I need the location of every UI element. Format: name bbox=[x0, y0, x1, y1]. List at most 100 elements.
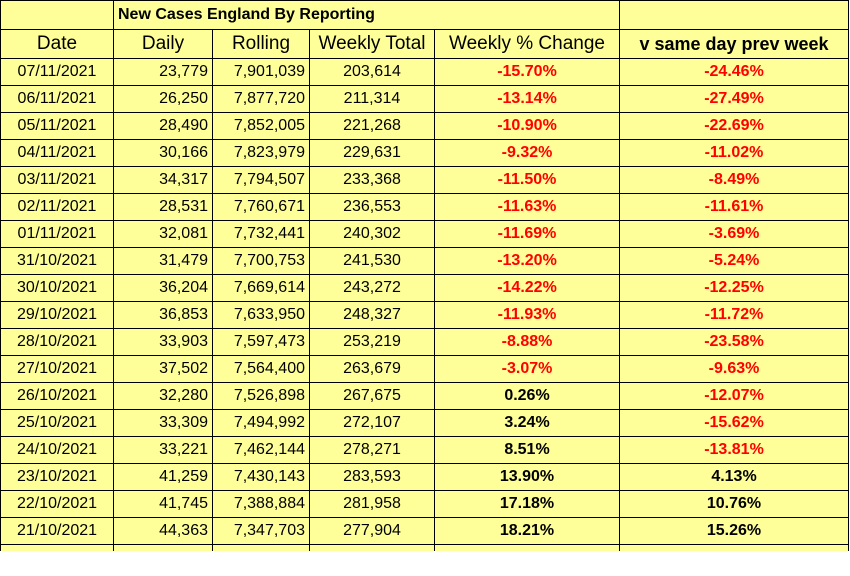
weekly-pct-change-cell[interactable]: -11.69% bbox=[434, 220, 620, 248]
date-cell[interactable]: 29/10/2021 bbox=[0, 301, 114, 329]
weekly-pct-change-cell[interactable]: 18.21% bbox=[434, 517, 620, 545]
weekly-total-cell[interactable]: 241,530 bbox=[309, 247, 435, 275]
weekly-total-cell[interactable]: 221,268 bbox=[309, 112, 435, 140]
rolling-cell[interactable]: 7,597,473 bbox=[212, 328, 310, 356]
daily-cell[interactable]: 31,479 bbox=[113, 247, 213, 275]
date-cell[interactable]: 07/11/2021 bbox=[0, 58, 114, 86]
vs-prev-week-cell[interactable]: -15.62% bbox=[619, 409, 849, 437]
daily-cell[interactable]: 41,745 bbox=[113, 490, 213, 518]
sheet-title[interactable]: New Cases England By Reporting bbox=[113, 0, 620, 30]
rolling-cell[interactable]: 7,877,720 bbox=[212, 85, 310, 113]
vs-prev-week-cell[interactable]: -11.61% bbox=[619, 193, 849, 221]
rolling-cell[interactable]: 7,669,614 bbox=[212, 274, 310, 302]
vs-prev-week-cell[interactable]: -11.02% bbox=[619, 139, 849, 167]
date-cell[interactable]: 04/11/2021 bbox=[0, 139, 114, 167]
date-cell[interactable]: 30/10/2021 bbox=[0, 274, 114, 302]
vs-prev-week-cell[interactable]: 4.13% bbox=[619, 463, 849, 491]
date-cell[interactable]: 24/10/2021 bbox=[0, 436, 114, 464]
date-cell[interactable]: 26/10/2021 bbox=[0, 382, 114, 410]
header-daily[interactable]: Daily bbox=[113, 29, 213, 59]
date-cell[interactable]: 21/10/2021 bbox=[0, 517, 114, 545]
weekly-total-cell[interactable]: 211,314 bbox=[309, 85, 435, 113]
vs-prev-week-cell[interactable]: -9.63% bbox=[619, 355, 849, 383]
daily-cell[interactable]: 33,309 bbox=[113, 409, 213, 437]
date-cell[interactable]: 02/11/2021 bbox=[0, 193, 114, 221]
rolling-cell[interactable]: 7,388,884 bbox=[212, 490, 310, 518]
rolling-cell[interactable]: 7,901,039 bbox=[212, 58, 310, 86]
empty-cell[interactable] bbox=[619, 544, 849, 551]
daily-cell[interactable]: 28,531 bbox=[113, 193, 213, 221]
weekly-total-cell[interactable]: 283,593 bbox=[309, 463, 435, 491]
header-weekly-pct-change[interactable]: Weekly % Change bbox=[434, 29, 620, 59]
vs-prev-week-cell[interactable]: -8.49% bbox=[619, 166, 849, 194]
weekly-pct-change-cell[interactable]: 13.90% bbox=[434, 463, 620, 491]
rolling-cell[interactable]: 7,760,671 bbox=[212, 193, 310, 221]
date-cell[interactable]: 01/11/2021 bbox=[0, 220, 114, 248]
rolling-cell[interactable]: 7,700,753 bbox=[212, 247, 310, 275]
rolling-cell[interactable]: 7,823,979 bbox=[212, 139, 310, 167]
daily-cell[interactable]: 36,853 bbox=[113, 301, 213, 329]
header-vs-prev-week[interactable]: v same day prev week bbox=[619, 29, 849, 59]
empty-cell[interactable] bbox=[212, 544, 310, 551]
daily-cell[interactable]: 37,502 bbox=[113, 355, 213, 383]
date-cell[interactable]: 25/10/2021 bbox=[0, 409, 114, 437]
rolling-cell[interactable]: 7,633,950 bbox=[212, 301, 310, 329]
weekly-total-cell[interactable]: 203,614 bbox=[309, 58, 435, 86]
weekly-total-cell[interactable]: 236,553 bbox=[309, 193, 435, 221]
weekly-pct-change-cell[interactable]: 17.18% bbox=[434, 490, 620, 518]
weekly-total-cell[interactable]: 267,675 bbox=[309, 382, 435, 410]
weekly-pct-change-cell[interactable]: -14.22% bbox=[434, 274, 620, 302]
rolling-cell[interactable]: 7,794,507 bbox=[212, 166, 310, 194]
weekly-total-cell[interactable]: 263,679 bbox=[309, 355, 435, 383]
date-cell[interactable]: 03/11/2021 bbox=[0, 166, 114, 194]
weekly-pct-change-cell[interactable]: -9.32% bbox=[434, 139, 620, 167]
rolling-cell[interactable]: 7,526,898 bbox=[212, 382, 310, 410]
header-date[interactable]: Date bbox=[0, 29, 114, 59]
weekly-pct-change-cell[interactable]: -11.93% bbox=[434, 301, 620, 329]
empty-cell[interactable] bbox=[619, 0, 849, 30]
weekly-pct-change-cell[interactable]: -8.88% bbox=[434, 328, 620, 356]
daily-cell[interactable]: 33,903 bbox=[113, 328, 213, 356]
empty-cell[interactable] bbox=[434, 544, 620, 551]
header-weekly-total[interactable]: Weekly Total bbox=[309, 29, 435, 59]
vs-prev-week-cell[interactable]: -11.72% bbox=[619, 301, 849, 329]
weekly-total-cell[interactable]: 229,631 bbox=[309, 139, 435, 167]
header-rolling[interactable]: Rolling bbox=[212, 29, 310, 59]
date-cell[interactable]: 06/11/2021 bbox=[0, 85, 114, 113]
weekly-total-cell[interactable]: 278,271 bbox=[309, 436, 435, 464]
weekly-pct-change-cell[interactable]: -15.70% bbox=[434, 58, 620, 86]
rolling-cell[interactable]: 7,564,400 bbox=[212, 355, 310, 383]
daily-cell[interactable]: 28,490 bbox=[113, 112, 213, 140]
weekly-pct-change-cell[interactable]: -13.20% bbox=[434, 247, 620, 275]
date-cell[interactable]: 23/10/2021 bbox=[0, 463, 114, 491]
date-cell[interactable]: 28/10/2021 bbox=[0, 328, 114, 356]
daily-cell[interactable]: 36,204 bbox=[113, 274, 213, 302]
vs-prev-week-cell[interactable]: 10.76% bbox=[619, 490, 849, 518]
rolling-cell[interactable]: 7,732,441 bbox=[212, 220, 310, 248]
daily-cell[interactable]: 41,259 bbox=[113, 463, 213, 491]
empty-cell[interactable] bbox=[0, 0, 114, 30]
weekly-pct-change-cell[interactable]: -13.14% bbox=[434, 85, 620, 113]
vs-prev-week-cell[interactable]: -27.49% bbox=[619, 85, 849, 113]
weekly-pct-change-cell[interactable]: -11.63% bbox=[434, 193, 620, 221]
vs-prev-week-cell[interactable]: -5.24% bbox=[619, 247, 849, 275]
daily-cell[interactable]: 26,250 bbox=[113, 85, 213, 113]
weekly-total-cell[interactable]: 248,327 bbox=[309, 301, 435, 329]
weekly-pct-change-cell[interactable]: -3.07% bbox=[434, 355, 620, 383]
daily-cell[interactable]: 44,363 bbox=[113, 517, 213, 545]
daily-cell[interactable]: 32,081 bbox=[113, 220, 213, 248]
vs-prev-week-cell[interactable]: -22.69% bbox=[619, 112, 849, 140]
empty-cell[interactable] bbox=[309, 544, 435, 551]
empty-cell[interactable] bbox=[113, 544, 213, 551]
weekly-pct-change-cell[interactable]: 0.26% bbox=[434, 382, 620, 410]
vs-prev-week-cell[interactable]: 15.26% bbox=[619, 517, 849, 545]
vs-prev-week-cell[interactable]: -13.81% bbox=[619, 436, 849, 464]
daily-cell[interactable]: 33,221 bbox=[113, 436, 213, 464]
date-cell[interactable]: 05/11/2021 bbox=[0, 112, 114, 140]
weekly-total-cell[interactable]: 253,219 bbox=[309, 328, 435, 356]
vs-prev-week-cell[interactable]: -3.69% bbox=[619, 220, 849, 248]
weekly-pct-change-cell[interactable]: 3.24% bbox=[434, 409, 620, 437]
weekly-pct-change-cell[interactable]: -11.50% bbox=[434, 166, 620, 194]
weekly-pct-change-cell[interactable]: -10.90% bbox=[434, 112, 620, 140]
daily-cell[interactable]: 32,280 bbox=[113, 382, 213, 410]
